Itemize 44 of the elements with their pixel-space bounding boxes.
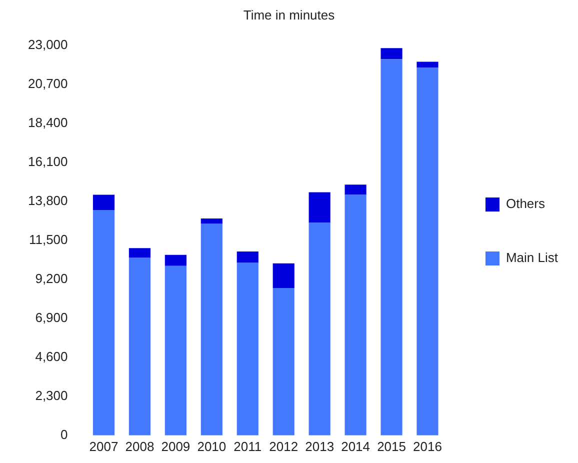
bar (416, 68, 438, 436)
x-tick-label: 2013 (305, 438, 334, 454)
bar (344, 194, 366, 436)
bar (128, 248, 151, 258)
legend-label: Main List (506, 250, 558, 266)
legend-label: Others (506, 196, 546, 212)
bar (200, 218, 222, 224)
bar (128, 257, 151, 436)
x-tick-label: 2014 (341, 438, 370, 454)
bar (272, 263, 294, 288)
bar (236, 252, 258, 263)
x-tick-label: 2010 (197, 438, 226, 454)
y-tick-label: 6,900 (35, 310, 68, 326)
x-tick-label: 2015 (377, 438, 406, 454)
y-tick-label: 18,400 (28, 115, 68, 130)
bar (164, 254, 186, 266)
bar (164, 266, 186, 436)
y-tick-label: 16,100 (28, 154, 68, 170)
y-tick-label: 23,000 (28, 37, 68, 52)
y-tick-label: 2,300 (35, 388, 68, 403)
x-tick-label: 2007 (89, 438, 118, 454)
x-tick-label: 2009 (161, 438, 190, 454)
y-tick-label: 20,700 (28, 76, 68, 92)
bar (308, 222, 330, 436)
bar (308, 192, 330, 223)
y-tick-label: 4,600 (35, 349, 68, 364)
x-tick-label: 2016 (413, 438, 442, 454)
x-tick-label: 2012 (269, 438, 298, 454)
bar (236, 262, 258, 436)
bar (380, 59, 402, 436)
x-tick-label: 2008 (125, 438, 154, 454)
bar (92, 210, 115, 436)
bar (92, 194, 115, 210)
y-tick-label: 9,200 (35, 271, 68, 286)
y-tick-label: 11,500 (28, 232, 68, 248)
bar (272, 288, 294, 436)
bar (200, 224, 222, 436)
bar (380, 48, 402, 60)
bar (416, 62, 438, 68)
y-tick-label: 13,800 (28, 193, 68, 208)
chart-title: Time in minutes (243, 7, 336, 22)
bar (344, 184, 366, 195)
x-tick-label: 2011 (234, 438, 262, 454)
y-tick-label: 0 (60, 426, 68, 442)
